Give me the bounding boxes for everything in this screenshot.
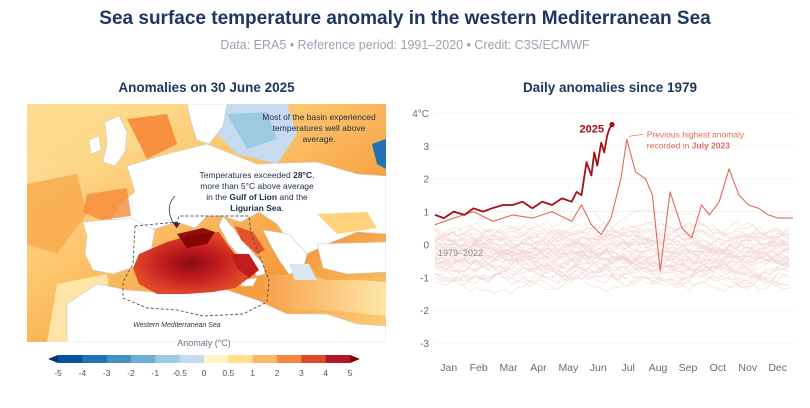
background-year-line <box>434 254 790 289</box>
map-panel-title: Anomalies on 30 June 2025 <box>118 80 295 95</box>
background-year-line <box>434 255 790 291</box>
daily-anomalies-chart: 4°C 3 2 1 0 -1 -2 -3 Jan Feb Mar Apr May Jun Jul Aug Sep… <box>412 109 793 374</box>
x-tick-label: Apr <box>530 362 547 374</box>
colorbar-segment <box>325 355 351 363</box>
background-year-line <box>434 259 790 291</box>
colorbar-arrow-left <box>48 355 58 363</box>
colorbar-title: Anomaly (°C) <box>177 338 231 348</box>
x-tick-label: Dec <box>768 362 787 374</box>
colorbar-tick-label: -1 <box>152 368 160 378</box>
y-tick-label: 3 <box>423 142 429 153</box>
background-year-line <box>434 227 790 255</box>
chart-labels: 4°C 3 2 1 0 -1 -2 -3 Jan Feb Mar Apr May Jun Jul Aug Sep… <box>412 109 787 374</box>
colorbar-tick-label: -5 <box>54 368 62 378</box>
colorbar-segment <box>204 355 229 363</box>
colorbar-tick-label: 4 <box>323 368 328 378</box>
y-tick-label: -1 <box>420 273 429 284</box>
colorbar-segment <box>131 355 156 363</box>
y-tick-label: -2 <box>420 306 429 317</box>
x-tick-label: Jun <box>590 362 607 374</box>
colorbar-tick-label: 3 <box>299 368 304 378</box>
colorbar-segment <box>179 355 205 363</box>
label-2023-line2: recorded in July 2023 <box>647 141 730 151</box>
colorbar-segment <box>106 355 132 363</box>
background-year-line <box>434 237 790 272</box>
colorbar-tick-label: 2 <box>275 368 280 378</box>
background-year-line <box>434 227 790 267</box>
colorbar-tick-label: -2 <box>127 368 135 378</box>
x-tick-label: Nov <box>738 362 757 374</box>
colorbar-tick-label: 5 <box>348 368 353 378</box>
anomaly-map: Most of the basin experienced temperatur… <box>27 104 386 342</box>
x-tick-label: Aug <box>649 362 668 374</box>
main-title: Sea surface temperature anomaly in the w… <box>99 8 711 29</box>
anomaly-map-graphic <box>27 104 386 342</box>
x-tick-label: Oct <box>710 362 726 374</box>
background-year-line <box>434 226 790 257</box>
colorbar-segment <box>82 355 107 363</box>
colorbar-segment <box>252 355 278 363</box>
background-year-line <box>434 219 790 246</box>
colorbar-tick-label: -3 <box>103 368 111 378</box>
x-tick-label: Feb <box>470 362 488 374</box>
label-2023-connector <box>628 134 643 137</box>
colorbar-segment <box>155 355 180 363</box>
series-2025-end-point <box>609 121 615 128</box>
label-2025: 2025 <box>580 124 604 136</box>
background-year-line <box>434 209 790 242</box>
x-tick-label: May <box>558 362 579 374</box>
colorbar-arrow-right <box>350 355 360 363</box>
colorbar-graphic: -5 -4 -3 -2 -1 -0.5 0 0.5 1 2 3 4 5 <box>48 355 360 378</box>
series-2025-line <box>434 124 613 219</box>
y-tick-label: 4°C <box>412 109 429 120</box>
background-range-label: 1979–2022 <box>438 248 483 258</box>
region-outline <box>122 215 270 317</box>
grid-lines <box>435 112 793 344</box>
colorbar-tick-label: -4 <box>79 368 87 378</box>
background-year-line <box>434 229 790 254</box>
subtitle: Data: ERA5 • Reference period: 1991–2020… <box>220 38 590 52</box>
y-tick-label: 2 <box>423 175 429 186</box>
series-lines <box>434 121 793 272</box>
colorbar-tick-label: 1 <box>250 368 255 378</box>
series-2023-line <box>434 138 793 272</box>
region-label: Western Mediterranean Sea <box>133 322 221 329</box>
label-2023-line1: Previous highest anomaly <box>647 130 745 140</box>
colorbar-segment <box>228 355 253 363</box>
background-year-line <box>434 222 790 257</box>
map-note-basin: Most of the basin experienced temperatur… <box>262 112 376 144</box>
background-year-line <box>434 249 790 285</box>
x-tick-label: Jul <box>621 362 634 374</box>
background-year-line <box>434 224 790 251</box>
background-year-line <box>434 238 790 281</box>
map-note-hotspot: Temperatures exceeded 28°C, more than 5°… <box>199 170 315 213</box>
background-year-line <box>434 250 790 292</box>
y-tick-label: 0 <box>423 240 429 251</box>
colorbar-segment <box>58 355 83 363</box>
background-year-line <box>434 237 790 265</box>
x-tick-label: Mar <box>500 362 519 374</box>
background-year-line <box>434 256 790 289</box>
colorbar-tick-label: 0.5 <box>222 368 234 378</box>
background-year-line <box>434 221 790 242</box>
x-tick-label: Sep <box>679 362 698 374</box>
y-tick-label: 1 <box>423 208 429 219</box>
colorbar-segment <box>301 355 326 363</box>
y-tick-label: -3 <box>420 339 429 350</box>
colorbar-tick-label: -0.5 <box>172 368 187 378</box>
colorbar-tick-label: 0 <box>202 368 207 378</box>
background-years-lines <box>434 209 790 295</box>
colorbar-segment <box>277 355 302 363</box>
western-med-hotspot <box>133 232 249 294</box>
colorbar: Anomaly (°C) -5 -4 -3 -2 -1 -0.5 0 0.5 1 2 3 4 5 <box>46 338 362 378</box>
x-tick-label: Jan <box>440 362 457 374</box>
chart-panel-title: Daily anomalies since 1979 <box>522 80 698 95</box>
background-year-line <box>434 245 790 279</box>
